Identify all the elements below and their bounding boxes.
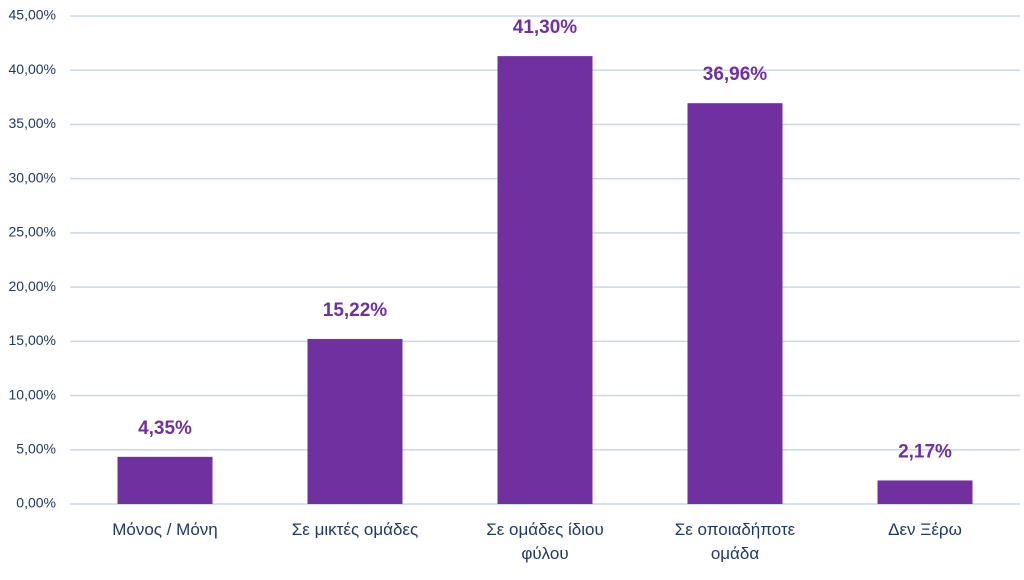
y-tick-label: 20,00% <box>9 278 56 294</box>
y-tick-label: 25,00% <box>9 224 56 240</box>
bar <box>497 56 593 504</box>
x-tick-label: Σε οποιαδήποτε ομάδα <box>674 520 796 563</box>
value-label: 41,30% <box>513 17 578 38</box>
x-tick-label: Σε μικτές ομάδες <box>291 520 419 539</box>
y-tick-label: 40,00% <box>9 61 56 77</box>
y-tick-label: 5,00% <box>16 440 56 456</box>
value-label: 36,96% <box>703 64 768 85</box>
y-tick-label: 45,00% <box>9 7 56 23</box>
value-label: 2,17% <box>898 441 952 462</box>
x-tick-label: Σε ομάδες ίδιου φύλου <box>486 520 604 563</box>
x-tick-label: Δεν Ξέρω <box>888 520 962 539</box>
bar <box>877 480 973 504</box>
value-label: 4,35% <box>138 418 192 439</box>
bar <box>307 338 403 504</box>
x-tick-label: Μόνος / Μόνη <box>112 520 218 539</box>
y-tick-label: 15,00% <box>9 332 56 348</box>
y-tick-label: 0,00% <box>16 495 56 511</box>
y-tick-label: 35,00% <box>9 115 56 131</box>
y-tick-label: 30,00% <box>9 169 56 185</box>
value-label: 15,22% <box>323 300 388 321</box>
bar <box>117 456 213 504</box>
bar <box>687 103 783 504</box>
y-tick-label: 10,00% <box>9 386 56 402</box>
